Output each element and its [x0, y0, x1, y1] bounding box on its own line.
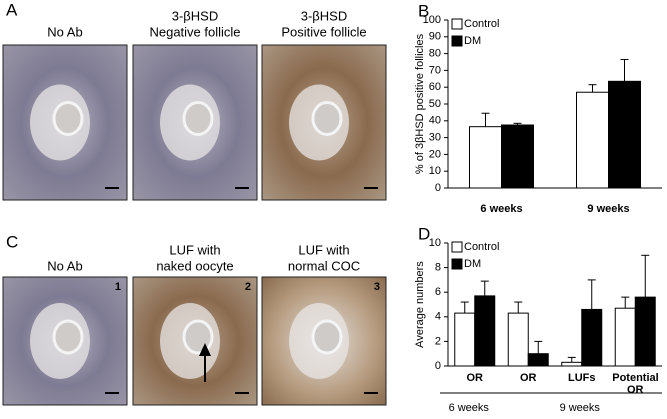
bar	[454, 312, 476, 367]
image-caption: 3-βHSD	[172, 8, 218, 23]
y-tick-label: 6	[435, 286, 441, 298]
oocyte	[182, 319, 214, 355]
image-caption: naked oocyte	[156, 258, 233, 273]
y-tick-label: 50	[429, 98, 441, 110]
y-tick-label: 80	[429, 48, 441, 60]
y-axis-label: Average numbers	[414, 261, 426, 348]
arrow-head	[199, 343, 211, 356]
bar	[608, 80, 641, 189]
image-caption: No Ab	[47, 24, 82, 39]
image-caption: LUF with	[169, 242, 220, 257]
x-tick-label: LUFs	[568, 372, 596, 384]
legend-label: Control	[464, 241, 499, 253]
y-tick-label: 4	[435, 311, 441, 323]
x-label-box: OR	[520, 372, 537, 384]
bar	[581, 308, 603, 367]
legend-swatch	[451, 35, 463, 47]
legend-label: DM	[464, 35, 481, 47]
y-tick-label: 8	[435, 262, 441, 274]
x-label-box: Potential OR	[612, 372, 659, 396]
y-tick-label: 100	[423, 14, 441, 26]
oocyte	[311, 319, 343, 355]
y-axis-label: % of 3βHSD positive follicles	[414, 33, 426, 174]
oocyte	[52, 319, 84, 355]
x-tick-label: OR	[520, 372, 537, 384]
bar	[561, 361, 583, 367]
oocyte	[182, 101, 214, 136]
x-label-box: 6 weeks	[480, 203, 523, 215]
bar	[501, 124, 534, 189]
bar	[469, 126, 502, 189]
x-label-box: 9 weeks	[587, 203, 630, 215]
legend-label: Control	[464, 18, 499, 30]
legend-swatch	[451, 258, 463, 270]
x-label-box: LUFs	[568, 372, 596, 384]
image-caption: Positive follicle	[281, 24, 366, 39]
bar	[527, 353, 549, 367]
y-tick-label: 10	[429, 237, 441, 249]
image-number: 2	[245, 281, 251, 293]
y-tick-label: 90	[429, 31, 441, 43]
x-label-box: OR	[466, 372, 484, 384]
bar	[576, 91, 609, 189]
oocyte	[52, 101, 84, 136]
y-tick-label: 0	[435, 360, 441, 372]
y-tick-label: 2	[435, 335, 441, 347]
image-caption: 3-βHSD	[301, 8, 347, 23]
bar	[474, 295, 496, 367]
image-number: 1	[115, 281, 121, 293]
y-tick-label: 10	[429, 165, 441, 177]
bar	[634, 296, 656, 367]
group-label: 6 weeks	[449, 402, 490, 414]
x-tick-label: 9 weeks	[587, 203, 630, 215]
bar	[507, 312, 529, 367]
image-caption: normal COC	[288, 258, 360, 273]
y-tick-label: 0	[435, 182, 441, 194]
panel-letter: D	[418, 224, 430, 243]
legend-label: DM	[464, 258, 481, 270]
bar	[614, 307, 636, 367]
panel-letter: A	[6, 0, 18, 19]
panel-letter: C	[6, 232, 18, 251]
image-caption: No Ab	[47, 258, 82, 273]
panel-letter: B	[418, 1, 429, 20]
y-tick-label: 40	[429, 115, 441, 127]
y-tick-label: 30	[429, 132, 441, 144]
group-label: 9 weeks	[560, 402, 601, 414]
image-caption: Negative follicle	[149, 24, 240, 39]
image-caption: LUF with	[298, 242, 349, 257]
y-tick-label: 60	[429, 81, 441, 93]
x-tick-label: Potential OR	[612, 372, 659, 396]
x-tick-label: 6 weeks	[480, 203, 523, 215]
y-tick-label: 70	[429, 64, 441, 76]
x-tick-label: OR	[466, 372, 484, 384]
y-tick-label: 20	[429, 148, 441, 160]
legend-swatch	[451, 241, 463, 253]
oocyte	[311, 101, 343, 136]
image-number: 3	[374, 281, 380, 293]
legend-swatch	[451, 18, 463, 30]
